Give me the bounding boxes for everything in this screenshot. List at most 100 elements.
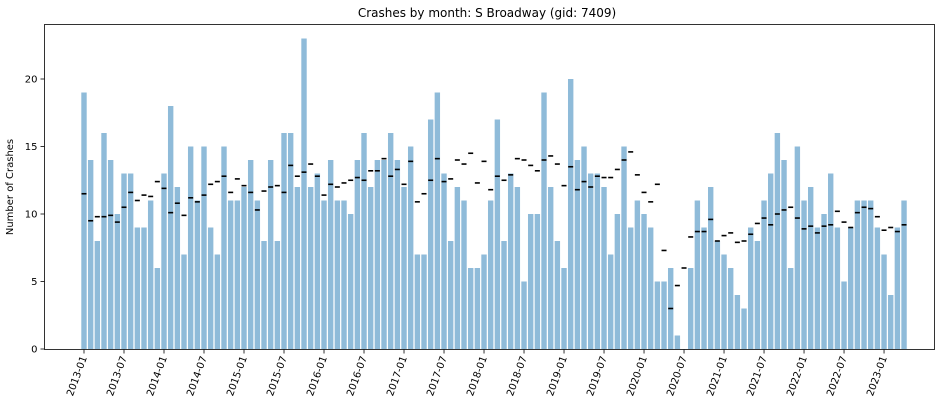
- monthly-crash-bar: [394, 160, 401, 349]
- monthly-crash-bar: [147, 200, 154, 349]
- monthly-crash-bar: [227, 200, 234, 349]
- x-tick-label: 2023-01: [865, 355, 890, 398]
- monthly-crash-bar: [761, 200, 767, 349]
- monthly-crash-bar: [554, 241, 561, 349]
- monthly-crash-bar: [574, 160, 581, 349]
- monthly-crash-bar: [134, 227, 141, 349]
- monthly-crash-bar: [741, 308, 747, 349]
- monthly-crash-bar: [567, 79, 574, 349]
- monthly-crash-bar: [881, 254, 887, 349]
- monthly-crash-bar: [507, 173, 514, 349]
- x-tick-label: 2019-07: [585, 355, 610, 398]
- x-tick-label: 2021-07: [745, 355, 770, 398]
- monthly-crash-bar: [601, 187, 607, 349]
- monthly-crash-bar: [701, 227, 707, 349]
- y-tick-label: 20: [25, 75, 38, 86]
- monthly-crash-bar: [361, 133, 367, 349]
- monthly-crash-bar: [774, 133, 781, 349]
- monthly-crash-bar: [234, 200, 241, 349]
- x-tick-label: 2021-01: [705, 355, 730, 398]
- monthly-crash-bar: [347, 214, 354, 349]
- monthly-crash-bar: [494, 119, 501, 349]
- monthly-crash-bar: [707, 187, 714, 349]
- monthly-crash-bar: [247, 160, 254, 349]
- x-tick-label: 2022-07: [825, 355, 850, 398]
- monthly-crash-bar: [414, 254, 421, 349]
- monthly-crash-bar: [301, 38, 307, 349]
- monthly-crash-bar: [267, 160, 274, 349]
- monthly-crash-bar: [454, 187, 461, 349]
- monthly-crash-bar: [441, 173, 447, 349]
- y-tick-label: 15: [25, 142, 38, 153]
- monthly-crash-bar: [581, 146, 587, 349]
- monthly-crash-bar: [387, 133, 394, 349]
- monthly-crash-bar: [587, 173, 594, 349]
- monthly-crash-bar: [421, 254, 427, 349]
- monthly-crash-bar: [307, 187, 314, 349]
- monthly-crash-bar: [374, 160, 381, 349]
- plot-area-frame: [44, 24, 935, 350]
- monthly-crash-bar: [854, 200, 861, 349]
- monthly-crash-bar: [748, 227, 754, 349]
- monthly-crash-bar: [281, 133, 287, 349]
- x-tick-label: 2015-01: [225, 355, 250, 398]
- monthly-crash-bar: [107, 160, 114, 349]
- monthly-crash-bar: [661, 281, 667, 349]
- monthly-crash-bar: [614, 214, 621, 349]
- x-tick-label: 2016-01: [305, 355, 330, 398]
- monthly-crash-bar: [721, 254, 727, 349]
- monthly-crash-bar: [514, 187, 521, 349]
- monthly-crash-bar: [167, 106, 174, 349]
- monthly-crash-bar: [467, 268, 474, 349]
- monthly-crash-bar: [461, 200, 467, 349]
- y-tick-label: 10: [25, 210, 38, 221]
- monthly-crash-bar: [821, 214, 827, 349]
- monthly-crash-bar: [694, 200, 701, 349]
- monthly-crash-bar: [121, 173, 127, 349]
- monthly-crash-bar: [174, 187, 181, 349]
- monthly-crash-bar: [561, 268, 567, 349]
- monthly-crash-bar: [407, 146, 414, 349]
- monthly-crash-bar: [641, 214, 647, 349]
- monthly-crash-bar: [794, 146, 801, 349]
- monthly-crash-bar: [327, 160, 334, 349]
- monthly-crash-bar: [481, 254, 487, 349]
- monthly-crash-bar: [527, 214, 534, 349]
- monthly-crash-bar: [654, 281, 661, 349]
- monthly-crash-bar: [714, 241, 721, 349]
- y-tick-label: 0: [31, 345, 37, 356]
- monthly-crash-bar: [674, 335, 681, 349]
- monthly-crash-bar: [254, 200, 261, 349]
- monthly-crash-bar: [101, 133, 107, 349]
- x-tick-label: 2020-07: [665, 355, 690, 398]
- monthly-crash-bar: [274, 241, 281, 349]
- monthly-crash-bar: [354, 160, 361, 349]
- monthly-crash-bar: [401, 187, 407, 349]
- monthly-crash-bar: [367, 187, 374, 349]
- monthly-crash-bar: [87, 160, 94, 349]
- monthly-crash-bar: [627, 227, 634, 349]
- monthly-crash-bar: [547, 187, 554, 349]
- monthly-crash-bar: [861, 200, 867, 349]
- monthly-crash-bar: [687, 268, 694, 349]
- monthly-crash-bar: [888, 295, 894, 349]
- monthly-crash-bar: [321, 200, 327, 349]
- monthly-crash-bar: [434, 92, 441, 349]
- monthly-crash-bar: [81, 92, 87, 349]
- x-tick-label: 2016-07: [345, 355, 370, 398]
- monthly-crash-bar: [621, 146, 627, 349]
- monthly-crash-bar: [287, 133, 294, 349]
- monthly-crash-bar: [294, 187, 301, 349]
- monthly-crash-bar: [828, 173, 834, 349]
- monthly-crash-bar: [381, 160, 387, 349]
- monthly-crash-bar: [834, 227, 841, 349]
- y-axis-label: Number of Crashes: [5, 139, 16, 235]
- monthly-crash-bar: [154, 268, 161, 349]
- monthly-crash-bar: [94, 241, 101, 349]
- monthly-crash-bar: [727, 268, 734, 349]
- x-tick-label: 2019-01: [545, 355, 570, 398]
- monthly-crash-bar: [241, 187, 247, 349]
- x-tick-label: 2014-07: [185, 355, 210, 398]
- monthly-crash-bar: [814, 227, 821, 349]
